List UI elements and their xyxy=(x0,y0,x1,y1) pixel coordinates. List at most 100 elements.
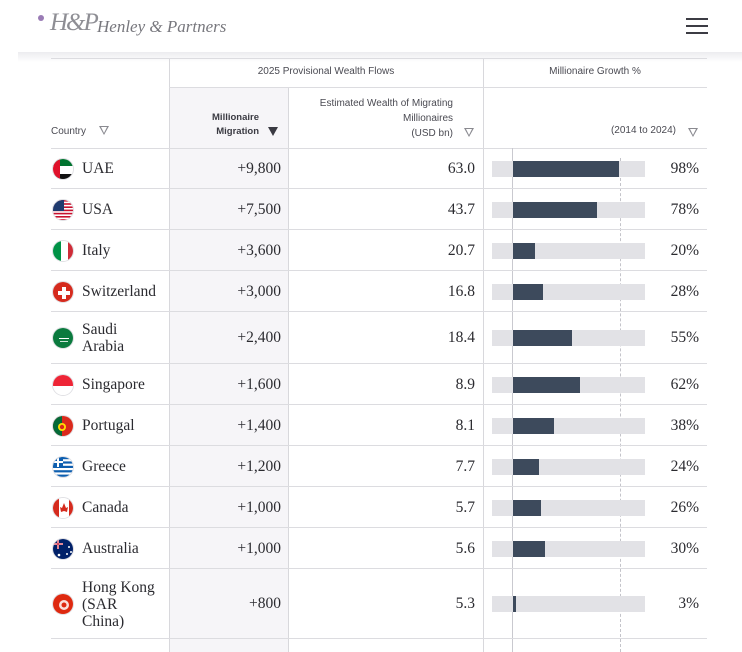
switzerland-flag-icon xyxy=(52,280,74,303)
wealth-value: 16.8 xyxy=(447,282,475,300)
growth-bar-fill xyxy=(513,201,598,218)
growth-bar-track xyxy=(492,458,645,475)
accent-dot xyxy=(38,15,44,21)
country-name[interactable]: USA xyxy=(82,201,114,218)
migration-value: +800 xyxy=(249,595,281,612)
wealth-header-line2: Millionaires xyxy=(402,113,453,124)
row-divider xyxy=(51,568,707,569)
country-name[interactable]: Greece xyxy=(82,458,126,475)
row-divider xyxy=(51,270,707,271)
hamburger-menu-icon[interactable] xyxy=(684,16,710,36)
growth-bar-track xyxy=(492,330,645,346)
growth-bar-track xyxy=(492,596,645,612)
wealth-value: 8.1 xyxy=(455,416,475,434)
migration-value: +1,000 xyxy=(237,539,281,557)
country-header[interactable]: Country xyxy=(51,125,109,137)
migration-value: +3,000 xyxy=(237,282,281,300)
column-divider xyxy=(483,58,484,652)
reference-dashed-line xyxy=(620,158,621,652)
portugal-flag-icon xyxy=(52,414,74,437)
filter-icon[interactable] xyxy=(98,126,109,135)
row-divider xyxy=(51,527,707,528)
country-header-label: Country xyxy=(51,126,87,137)
wealth-flows-table: 2025 Provisional Wealth Flows Millionair… xyxy=(51,58,707,652)
country-name[interactable]: Hong Kong (SAR China) xyxy=(82,578,155,630)
wealth-value: 20.7 xyxy=(447,241,475,259)
growth-bar-fill xyxy=(513,596,517,612)
row-divider xyxy=(51,638,707,639)
uae-flag-icon xyxy=(52,157,74,180)
country-name[interactable]: Italy xyxy=(82,242,111,259)
country-name[interactable]: UAE xyxy=(82,160,114,177)
migration-value: +1,600 xyxy=(237,375,281,393)
group-header-growth: Millionaire Growth % xyxy=(549,66,641,77)
growth-percent: 38% xyxy=(670,416,699,434)
growth-bar-fill xyxy=(513,242,535,259)
country-name[interactable]: Switzerland xyxy=(82,283,157,300)
wealth-value: 63.0 xyxy=(447,159,475,177)
growth-bar-track xyxy=(492,499,645,516)
table-row[interactable]: Saudi Arabia +2,400 18.4 55% xyxy=(51,312,707,364)
row-divider xyxy=(51,58,707,59)
growth-bar-fill xyxy=(513,160,619,177)
zero-axis-line xyxy=(512,148,513,652)
growth-bar-fill xyxy=(513,540,546,557)
wealth-value: 43.7 xyxy=(447,200,475,218)
row-divider xyxy=(51,363,707,364)
growth-percent: 78% xyxy=(670,200,699,218)
growth-bar-track xyxy=(492,376,645,393)
canada-flag-icon xyxy=(52,496,74,519)
table-row[interactable]: UAE +9,800 63.0 98% xyxy=(51,148,707,189)
row-divider xyxy=(51,445,707,446)
row-divider xyxy=(169,87,707,88)
saudi-arabia-flag-icon xyxy=(52,327,74,349)
filter-icon[interactable] xyxy=(688,128,698,137)
logo-mark[interactable]: H&P xyxy=(50,9,99,36)
growth-percent: 62% xyxy=(670,375,699,393)
table-row[interactable]: Portugal +1,400 8.1 38% xyxy=(51,405,707,446)
wealth-header-line1: Estimated Wealth of Migrating xyxy=(319,98,453,109)
growth-percent: 3% xyxy=(678,595,699,612)
growth-bar-track xyxy=(492,160,645,177)
table-row[interactable]: Greece +1,200 7.7 24% xyxy=(51,446,707,487)
country-name[interactable]: Saudi Arabia xyxy=(82,321,125,355)
growth-percent: 26% xyxy=(670,498,699,516)
growth-bar-track xyxy=(492,417,645,434)
table-row[interactable]: Singapore +1,600 8.9 62% xyxy=(51,364,707,405)
table-row[interactable]: Australia +1,000 5.6 30% xyxy=(51,528,707,569)
wealth-value: 18.4 xyxy=(447,329,475,346)
row-divider xyxy=(51,404,707,405)
growth-percent: 28% xyxy=(670,282,699,300)
migration-value: +9,800 xyxy=(237,159,281,177)
migration-value: +1,000 xyxy=(237,498,281,516)
singapore-flag-icon xyxy=(52,373,74,396)
hong-kong-flag-icon xyxy=(52,593,74,615)
table-row[interactable]: USA +7,500 43.7 78% xyxy=(51,189,707,230)
group-header-wealth-flows: 2025 Provisional Wealth Flows xyxy=(257,66,395,77)
wealth-header[interactable]: Estimated Wealth of Migrating Millionair… xyxy=(288,96,453,141)
country-name[interactable]: Portugal xyxy=(82,417,135,434)
usa-flag-icon xyxy=(52,198,74,221)
country-name[interactable]: Singapore xyxy=(82,376,145,393)
sort-descending-icon[interactable] xyxy=(268,127,278,136)
migration-header[interactable]: Millionaire Migration xyxy=(169,111,259,139)
table-row[interactable]: Italy +3,600 20.7 20% xyxy=(51,230,707,271)
wealth-value: 5.7 xyxy=(455,498,475,516)
wealth-header-line3: (USD bn) xyxy=(411,128,453,139)
table-row[interactable]: Hong Kong (SAR China) +800 5.3 3% xyxy=(51,569,707,639)
growth-bar-fill xyxy=(513,330,573,346)
growth-bar-track xyxy=(492,242,645,259)
growth-bar-track xyxy=(492,283,645,300)
country-name[interactable]: Canada xyxy=(82,499,129,516)
wealth-value: 5.3 xyxy=(455,595,475,612)
logo-text[interactable]: Henley & Partners xyxy=(97,17,227,36)
filter-icon[interactable] xyxy=(464,128,474,137)
australia-flag-icon xyxy=(52,537,74,560)
row-divider xyxy=(51,148,707,149)
country-name[interactable]: Australia xyxy=(82,540,139,557)
growth-bar-fill xyxy=(513,458,539,475)
header-shadow xyxy=(18,52,742,62)
table-row[interactable]: Canada +1,000 5.7 26% xyxy=(51,487,707,528)
table-row[interactable]: Switzerland +3,000 16.8 28% xyxy=(51,271,707,312)
growth-percent: 20% xyxy=(670,241,699,259)
